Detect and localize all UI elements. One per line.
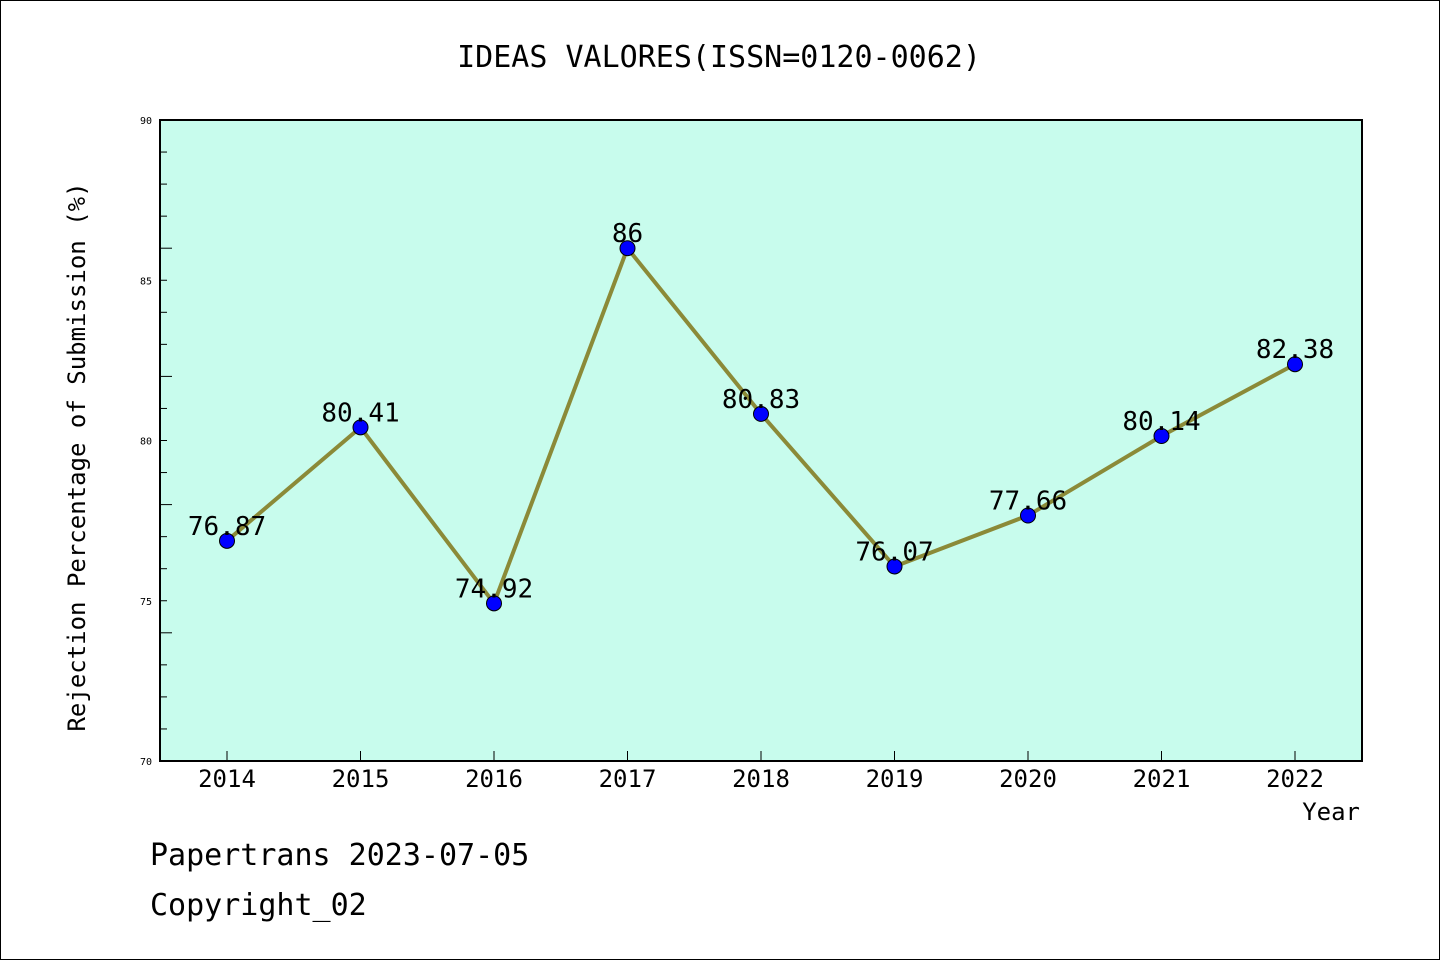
data-label: 86 [612,219,643,249]
data-point [486,595,502,612]
x-axis-ticks: 2014 2015 2016 2017 2018 2019 2020 2021 2022 [198,751,1324,793]
data-point [886,558,903,575]
x-tick-label: 2014 [198,765,256,793]
x-tick-label: 2016 [465,765,523,793]
x-axis-title: Year [1302,798,1360,826]
y-tick-label: 90 [140,116,152,127]
series-group: 76.87 80.41 74.92 86 80.83 76.07 77.66 80.14 82.… [188,219,1334,612]
x-tick-label: 2019 [866,765,924,793]
data-point [1153,428,1170,445]
data-point [619,240,636,257]
x-tick-label: 2021 [1133,765,1191,793]
x-tick-label: 2015 [332,765,390,793]
data-label: 77.66 [989,486,1067,516]
y-tick-label: 75 [140,597,152,608]
y-tick-label: 70 [140,757,152,768]
footer-date: Papertrans 2023-07-05 [150,838,529,873]
data-label: 76.07 [855,537,933,567]
data-point [352,419,369,436]
x-tick-label: 2022 [1266,765,1324,793]
plot-area [159,119,1363,762]
data-label: 74.92 [455,574,533,604]
y-axis-title: Rejection Percentage of Submission (%) [63,182,91,731]
y-tick-label: 80 [140,437,152,448]
y-tick-label: 85 [140,276,152,287]
data-label: 80.14 [1122,407,1200,437]
chart-title: IDEAS VALORES(ISSN=0120-0062) [457,40,981,75]
x-tick-label: 2018 [732,765,790,793]
footer-copyright: Copyright_02 [150,888,367,923]
data-label: 80.83 [722,385,800,415]
data-label: 80.41 [321,398,399,428]
x-tick-label: 2020 [999,765,1057,793]
data-point [1287,356,1303,373]
y-axis-ticks: 70 75 80 85 90 [140,116,172,768]
data-label: 76.87 [188,512,266,542]
data-point [753,405,769,422]
x-tick-label: 2017 [599,765,657,793]
data-point [219,532,235,549]
data-point [1020,507,1036,524]
data-label: 82.38 [1256,335,1334,365]
